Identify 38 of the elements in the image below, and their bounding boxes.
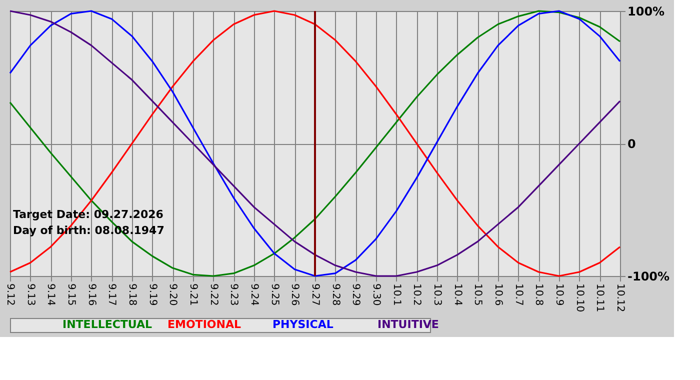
x-tick-label: 9.17 <box>106 284 118 306</box>
x-tick-label: 9.18 <box>126 284 138 306</box>
x-tick-label: 10.8 <box>533 284 544 306</box>
x-tick-label: 9.29 <box>350 284 362 306</box>
x-tick-label: 10.3 <box>432 284 442 306</box>
y-tick-label: -100% <box>628 270 670 284</box>
x-tick-label: 9.20 <box>167 284 178 306</box>
x-tick-label: 10.4 <box>452 284 463 306</box>
text: INTUITIVE <box>378 318 439 331</box>
y-tick-label: 100% <box>628 4 665 18</box>
text: PHYSICAL <box>272 318 334 331</box>
text: EMOTIONAL <box>168 318 241 331</box>
x-tick-label: 10.9 <box>554 284 564 306</box>
x-tick-label: 10.7 <box>512 284 524 306</box>
x-tick-label: 9.15 <box>66 284 76 306</box>
x-tick-label: 9.25 <box>268 284 280 306</box>
text: INTELLECTUAL <box>62 318 152 331</box>
x-tick-label: 9.24 <box>248 284 260 306</box>
x-tick-label: 10.12 <box>614 284 626 312</box>
y-tick-label: 0 <box>628 137 636 151</box>
x-tick-label: 9.23 <box>228 284 240 306</box>
x-tick-label: 9.22 <box>208 284 219 306</box>
x-tick-label: 9.14 <box>45 284 56 306</box>
x-tick-label: 10.10 <box>574 284 585 312</box>
x-tick-label: 10.5 <box>472 284 484 306</box>
x-tick-label: 10.2 <box>411 284 422 306</box>
x-tick-label: 9.12 <box>4 284 16 306</box>
x-tick-label: 10.6 <box>492 284 504 306</box>
x-tick-label: 9.21 <box>188 284 198 306</box>
x-tick-label: 9.26 <box>289 284 300 306</box>
x-tick-label: 10.11 <box>594 284 606 312</box>
x-tick-label: 9.13 <box>24 284 36 306</box>
x-tick-label: 9.16 <box>86 284 97 306</box>
x-tick-label: 9.27 <box>310 284 320 306</box>
x-tick-label: 9.19 <box>146 284 158 306</box>
x-tick-label: 10.1 <box>390 284 402 306</box>
x-tick-label: 9.28 <box>330 284 341 306</box>
x-tick-label: 9.30 <box>370 284 382 306</box>
